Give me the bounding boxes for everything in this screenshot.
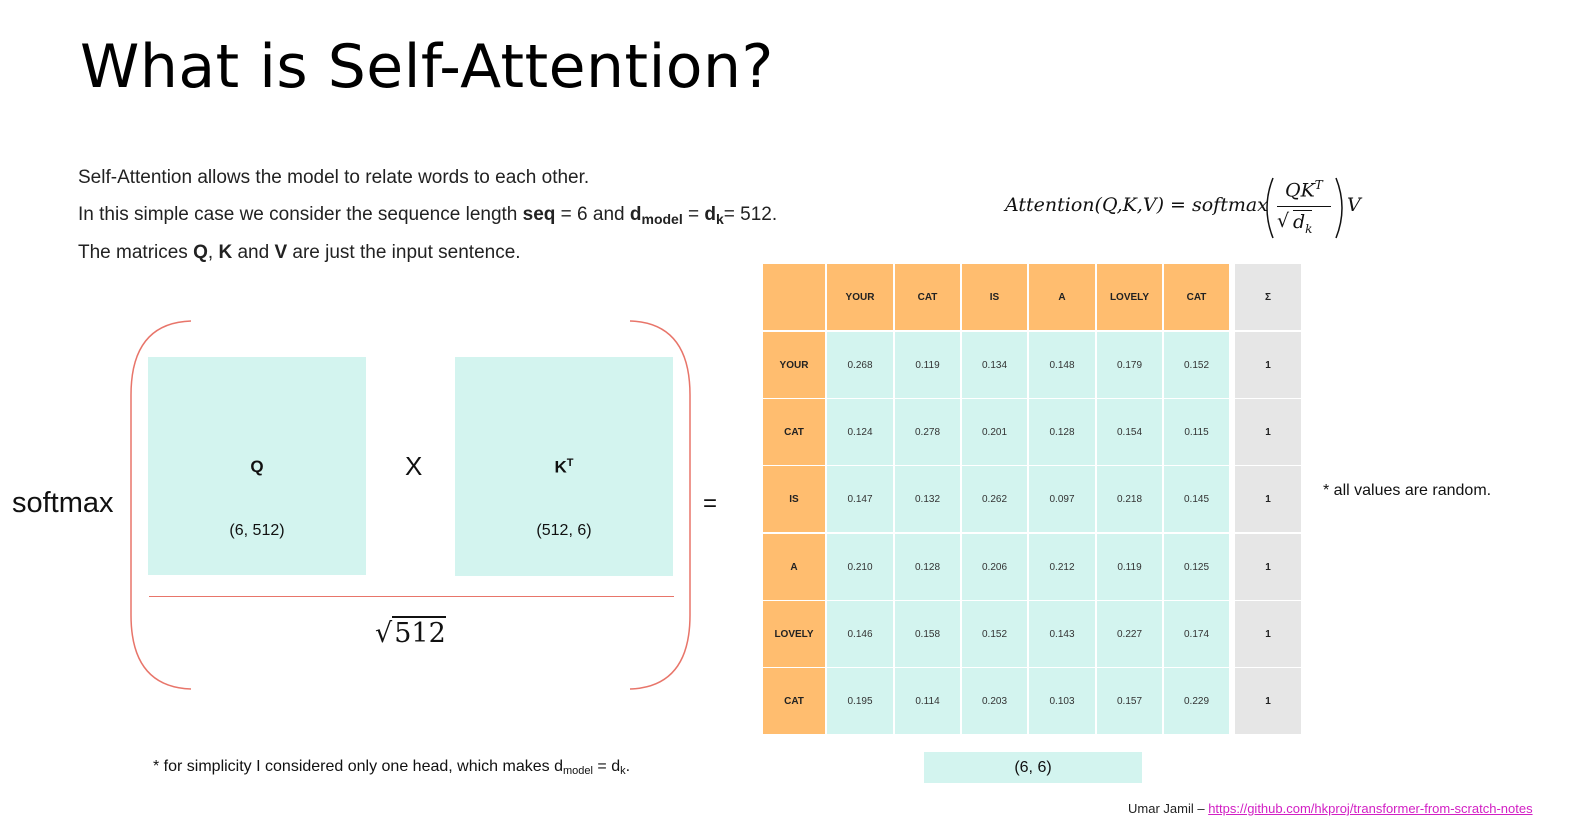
table-cell: 0.128 — [1029, 399, 1095, 465]
table-cell: 0.218 — [1097, 466, 1162, 532]
sum-header: Σ — [1235, 264, 1301, 330]
formula-lhs: Attention(Q,K,V) = softmax — [1005, 194, 1268, 216]
table-cell: 0.128 — [895, 534, 960, 600]
row-sum-cell: 1 — [1235, 601, 1301, 667]
k-matrix-dims: (512, 6) — [536, 522, 592, 539]
table-cell: 0.227 — [1097, 601, 1162, 667]
intro-line-3: The matrices Q, K and V are just the inp… — [78, 242, 521, 263]
row-header: LOVELY — [763, 601, 825, 667]
intro-text: = — [682, 204, 705, 225]
table-cell: 0.103 — [1029, 668, 1095, 734]
q-matrix-label: Q — [250, 457, 264, 476]
credit-line: Umar Jamil – https://github.com/hkproj/t… — [1128, 801, 1533, 816]
table-cell: 0.158 — [895, 601, 960, 667]
table-cell: 0.174 — [1164, 601, 1229, 667]
column-header: CAT — [1164, 264, 1229, 330]
intro-line-1: Self-Attention allows the model to relat… — [78, 167, 590, 188]
left-paren-icon — [1266, 177, 1274, 239]
fraction-line — [149, 596, 674, 597]
column-header: LOVELY — [1097, 264, 1162, 330]
table-cell: 0.212 — [1029, 534, 1095, 600]
attention-score-table: YOUR CAT IS A LOVELY CAT Σ YOUR 0.268 0.119 0.134 0… — [763, 264, 1303, 736]
table-cell: 0.145 — [1164, 466, 1229, 532]
sqrt-denominator: √512 — [375, 616, 446, 649]
row-header: IS — [763, 466, 825, 532]
formula-rhs: V — [1347, 194, 1361, 216]
table-cell: 0.268 — [827, 332, 893, 398]
table-cell: 0.119 — [895, 332, 960, 398]
softmax-label: softmax — [12, 487, 114, 519]
column-header: IS — [962, 264, 1027, 330]
v-term: V — [274, 242, 288, 263]
result-dims: (6, 6) — [924, 752, 1142, 783]
k-transpose-matrix: KT (512, 6) — [455, 357, 673, 576]
intro-line-2: In this simple case we consider the sequ… — [78, 204, 777, 227]
row-sum-cell: 1 — [1235, 332, 1301, 398]
table-cell: 0.114 — [895, 668, 960, 734]
seq-term: seq — [522, 204, 556, 225]
formula-fraction-bar — [1277, 206, 1331, 207]
table-cell: 0.201 — [962, 399, 1027, 465]
row-header: A — [763, 534, 825, 600]
k-term: K — [218, 242, 233, 263]
table-cell: 0.154 — [1097, 399, 1162, 465]
table-cell: 0.115 — [1164, 399, 1229, 465]
table-cell: 0.195 — [827, 668, 893, 734]
github-link[interactable]: https://github.com/hkproj/transformer-fr… — [1208, 801, 1533, 816]
formula-numerator: QKT — [1285, 178, 1323, 202]
attention-formula: Attention(Q,K,V) = softmax QKT √ dk V — [1005, 176, 1365, 240]
column-header: CAT — [895, 264, 960, 330]
sqrt-symbol-icon: √ — [1277, 210, 1290, 232]
row-header: YOUR — [763, 332, 825, 398]
table-cell: 0.097 — [1029, 466, 1095, 532]
table-cell: 0.147 — [827, 466, 893, 532]
row-sum-cell: 1 — [1235, 466, 1301, 532]
page-title: What is Self-Attention? — [80, 32, 774, 102]
intro-text: = 512. — [723, 204, 778, 225]
q-matrix: Q (6, 512) — [148, 357, 366, 575]
row-header: CAT — [763, 399, 825, 465]
table-cell: 0.157 — [1097, 668, 1162, 734]
times-symbol: X — [405, 451, 423, 481]
table-cell: 0.124 — [827, 399, 893, 465]
table-cell: 0.146 — [827, 601, 893, 667]
table-cell: 0.143 — [1029, 601, 1095, 667]
row-sum-cell: 1 — [1235, 668, 1301, 734]
sqrt-symbol-icon: √ — [375, 618, 393, 649]
column-header: A — [1029, 264, 1095, 330]
table-cell: 0.229 — [1164, 668, 1229, 734]
column-header: YOUR — [827, 264, 893, 330]
table-cell: 0.152 — [962, 601, 1027, 667]
table-cell: 0.210 — [827, 534, 893, 600]
one-head-note: * for simplicity I considered only one h… — [153, 758, 631, 777]
table-cell: 0.132 — [895, 466, 960, 532]
random-values-note: * all values are random. — [1323, 482, 1492, 499]
author-name: Umar Jamil – — [1128, 801, 1209, 816]
q-matrix-dims: (6, 512) — [229, 522, 285, 539]
intro-text: = 6 and — [555, 204, 630, 225]
bracket-parentheses-icon — [130, 320, 691, 690]
table-cell: 0.278 — [895, 399, 960, 465]
table-cell: 0.262 — [962, 466, 1027, 532]
row-header: CAT — [763, 668, 825, 734]
table-corner-cell — [763, 264, 825, 330]
d-k-term: dk — [704, 204, 724, 227]
table-cell: 0.179 — [1097, 332, 1162, 398]
table-cell: 0.206 — [962, 534, 1027, 600]
row-sum-cell: 1 — [1235, 534, 1301, 600]
equals-symbol: = — [703, 490, 718, 517]
formula-denominator: dk — [1293, 210, 1313, 236]
d-model-term: dmodel — [629, 204, 683, 227]
k-matrix-label: KT — [554, 457, 574, 477]
table-cell: 0.203 — [962, 668, 1027, 734]
q-term: Q — [193, 242, 208, 263]
table-cell: 0.148 — [1029, 332, 1095, 398]
row-sum-cell: 1 — [1235, 399, 1301, 465]
table-cell: 0.134 — [962, 332, 1027, 398]
table-cell: 0.125 — [1164, 534, 1229, 600]
intro-text: In this simple case we consider the sequ… — [78, 204, 523, 225]
table-cell: 0.119 — [1097, 534, 1162, 600]
right-paren-icon — [1335, 177, 1343, 239]
table-cell: 0.152 — [1164, 332, 1229, 398]
